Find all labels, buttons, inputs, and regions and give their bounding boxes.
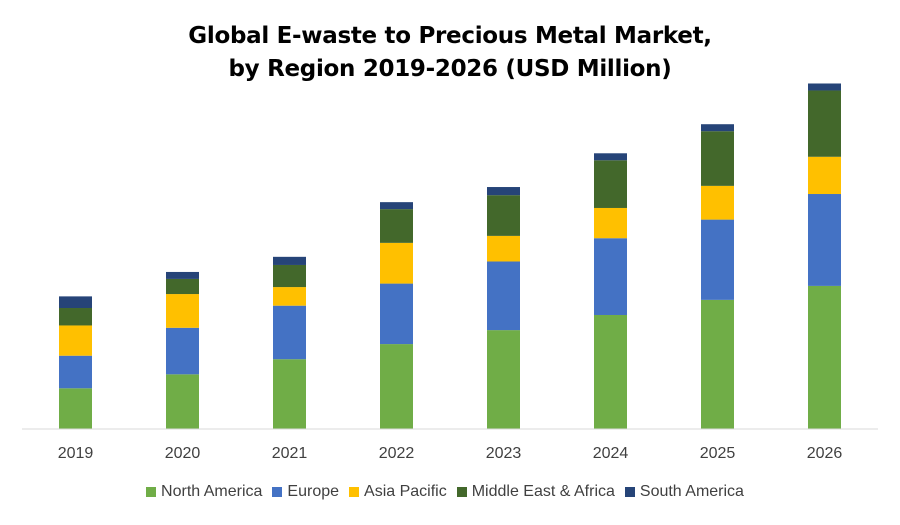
x-tick-labels: 2019 2020 2021 2022 2023 2024 2025 2026 (58, 445, 843, 462)
bar-segment-2024-europe (594, 238, 627, 315)
bar-segment-2022-europe (380, 283, 413, 345)
bar-segment-2021-middle-east-africa (273, 264, 306, 288)
legend-item: Europe (272, 483, 339, 501)
x-tick-label: 2021 (272, 445, 308, 462)
bar-segment-2023-middle-east-africa (487, 195, 520, 236)
bar-segment-2019-middle-east-africa (59, 308, 92, 326)
bar-segment-2024-north-america (594, 314, 627, 429)
bar-segment-2019-asia-pacific (59, 325, 92, 356)
x-tick-label: 2022 (379, 445, 415, 462)
x-tick-label: 2024 (593, 445, 629, 462)
legend-item: North America (146, 483, 262, 501)
legend-label: Europe (287, 483, 340, 500)
legend-item: South America (624, 483, 744, 501)
bar-segment-2026-south-america (808, 83, 841, 91)
legend-label: South America (639, 483, 744, 500)
bar-segment-2022-middle-east-africa (380, 209, 413, 243)
bar-segment-2023-south-america (487, 187, 520, 196)
bar-segment-2021-asia-pacific (273, 287, 306, 306)
bar-segment-2026-middle-east-africa (808, 90, 841, 157)
legend-item: Middle East & Africa (456, 483, 615, 501)
bar-segment-2025-south-america (701, 124, 734, 132)
bar-segment-2021-south-america (273, 256, 306, 265)
legend-swatch (349, 487, 360, 497)
bar-segment-2022-north-america (380, 344, 413, 429)
bar-segment-2021-north-america (273, 359, 306, 429)
bar-segment-2024-asia-pacific (594, 207, 627, 239)
bar-segment-2026-north-america (808, 285, 841, 429)
x-tick-label: 2020 (165, 445, 201, 462)
legend-label: Asia Pacific (364, 483, 447, 500)
bar-segment-2020-middle-east-africa (166, 278, 199, 295)
bar-segment-2023-north-america (487, 330, 520, 429)
chart-title-line-1: Global E-waste to Precious Metal Market, (188, 23, 712, 49)
bar-segment-2023-asia-pacific (487, 235, 520, 262)
x-tick-label: 2019 (58, 445, 94, 462)
bar-segment-2020-north-america (166, 374, 199, 429)
bar-segment-2023-europe (487, 261, 520, 331)
bar-segment-2025-middle-east-africa (701, 131, 734, 186)
bar-segment-2019-south-america (59, 296, 92, 309)
chart-title-line-2: by Region 2019-2026 (USD Million) (228, 56, 672, 82)
bar-segment-2024-south-america (594, 153, 627, 161)
bar-segment-2026-asia-pacific (808, 156, 841, 195)
bar-segment-2022-south-america (380, 202, 413, 210)
bar-segment-2020-south-america (166, 271, 199, 279)
bar-segment-2025-north-america (701, 299, 734, 429)
bar-segment-2025-asia-pacific (701, 185, 734, 220)
legend-swatch (146, 487, 157, 497)
x-tick-label: 2025 (700, 445, 736, 462)
bar-segment-2020-asia-pacific (166, 294, 199, 328)
bar-segment-2022-asia-pacific (380, 242, 413, 284)
bar-segment-2021-europe (273, 305, 306, 360)
legend-label: Middle East & Africa (471, 483, 615, 500)
x-tick-label: 2023 (486, 445, 522, 462)
bar-segment-2019-europe (59, 355, 92, 389)
legend-label: North America (161, 483, 263, 500)
legend: North America Europe Asia Pacific Middle Ea… (0, 483, 900, 501)
chart-title: Global E-waste to Precious Metal Market,… (0, 20, 900, 86)
bar-segment-2024-middle-east-africa (594, 160, 627, 208)
x-tick-label: 2026 (807, 445, 843, 462)
bar-segment-2026-europe (808, 194, 841, 286)
bar-segment-2019-north-america (59, 388, 92, 429)
bar-segment-2020-europe (166, 327, 199, 375)
legend-swatch (456, 487, 467, 497)
bars-group (59, 83, 841, 429)
legend-swatch (272, 487, 283, 497)
legend-item: Asia Pacific (349, 483, 447, 501)
legend-swatch (624, 487, 635, 497)
bar-segment-2025-europe (701, 219, 734, 300)
